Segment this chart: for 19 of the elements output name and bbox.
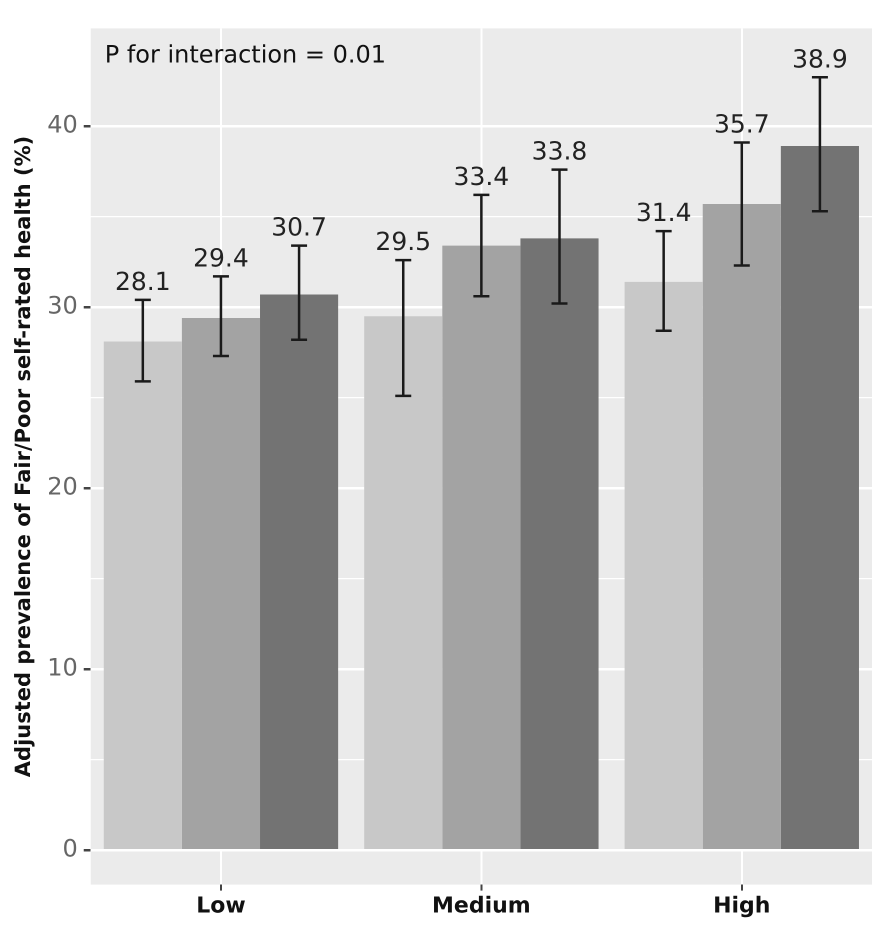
y-tick-label: 20: [47, 472, 78, 500]
data-label: 29.5: [375, 227, 432, 256]
y-tick-label: 30: [47, 291, 78, 320]
data-label: 31.4: [636, 198, 692, 228]
data-label: 28.1: [114, 266, 171, 296]
x-tick-label: Low: [196, 894, 246, 919]
data-label: 29.4: [193, 243, 249, 272]
y-tick-label: 40: [47, 110, 78, 138]
data-label: 38.9: [792, 44, 848, 74]
data-label: 35.7: [714, 109, 770, 138]
x-tick-label: Medium: [432, 894, 531, 919]
data-label: 33.8: [532, 136, 588, 166]
data-label: 30.7: [271, 212, 327, 242]
y-tick-label: 0: [62, 834, 78, 862]
data-label: 33.4: [454, 162, 510, 191]
x-tick-label: High: [713, 894, 770, 919]
annotation: P for interaction = 0.01: [104, 40, 386, 69]
y-axis-title: Adjusted prevalence of Fair/Poor self-rated health (%): [11, 136, 36, 778]
y-tick-label: 10: [47, 653, 78, 682]
